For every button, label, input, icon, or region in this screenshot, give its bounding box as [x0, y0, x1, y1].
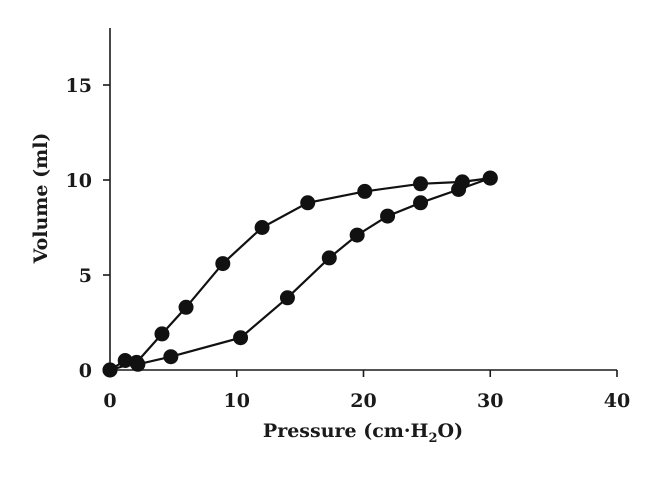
x-tick-label: 30: [477, 390, 503, 412]
inflation-point: [321, 250, 337, 266]
x-tick-label: 20: [350, 390, 376, 412]
y-tick-label: 5: [79, 265, 92, 287]
y-axis-title: Volume (ml): [30, 133, 52, 265]
x-axis-title-main: Pressure (cm·H: [263, 420, 429, 442]
inflation-point: [380, 208, 396, 224]
deflation-point: [300, 195, 316, 211]
deflation-point: [102, 362, 118, 378]
inflation-point: [413, 195, 429, 211]
y-tick-label: 10: [66, 170, 92, 192]
x-axis-ticks: 0 10 20 30 40: [103, 370, 630, 412]
series-layer: [102, 170, 498, 378]
y-tick-label: 0: [79, 360, 92, 382]
x-tick-label: 0: [103, 390, 116, 412]
deflation-point: [178, 299, 194, 315]
deflation-point: [215, 256, 231, 272]
deflation-point: [413, 176, 429, 192]
deflation-point: [454, 174, 470, 190]
x-tick-label: 40: [604, 390, 630, 412]
x-axis-title-subscript: 2: [428, 431, 437, 446]
deflation-point: [357, 183, 373, 199]
deflation-point: [254, 220, 270, 235]
x-axis-title: Pressure (cm·H2O): [263, 420, 463, 446]
y-tick-label: 15: [66, 75, 92, 97]
inflation-point: [349, 227, 365, 243]
deflation-point: [482, 170, 498, 186]
inflation-point: [117, 353, 133, 368]
inflation-point: [279, 290, 295, 306]
x-tick-label: 10: [224, 390, 250, 412]
deflation-point: [129, 354, 145, 370]
y-axis-ticks: 0 5 10 15: [66, 75, 110, 382]
deflation-line: [109, 177, 491, 372]
inflation-point: [163, 349, 179, 365]
inflation-point: [233, 330, 249, 346]
x-axis-title-tail: O): [438, 420, 464, 442]
deflation-point: [154, 326, 170, 342]
